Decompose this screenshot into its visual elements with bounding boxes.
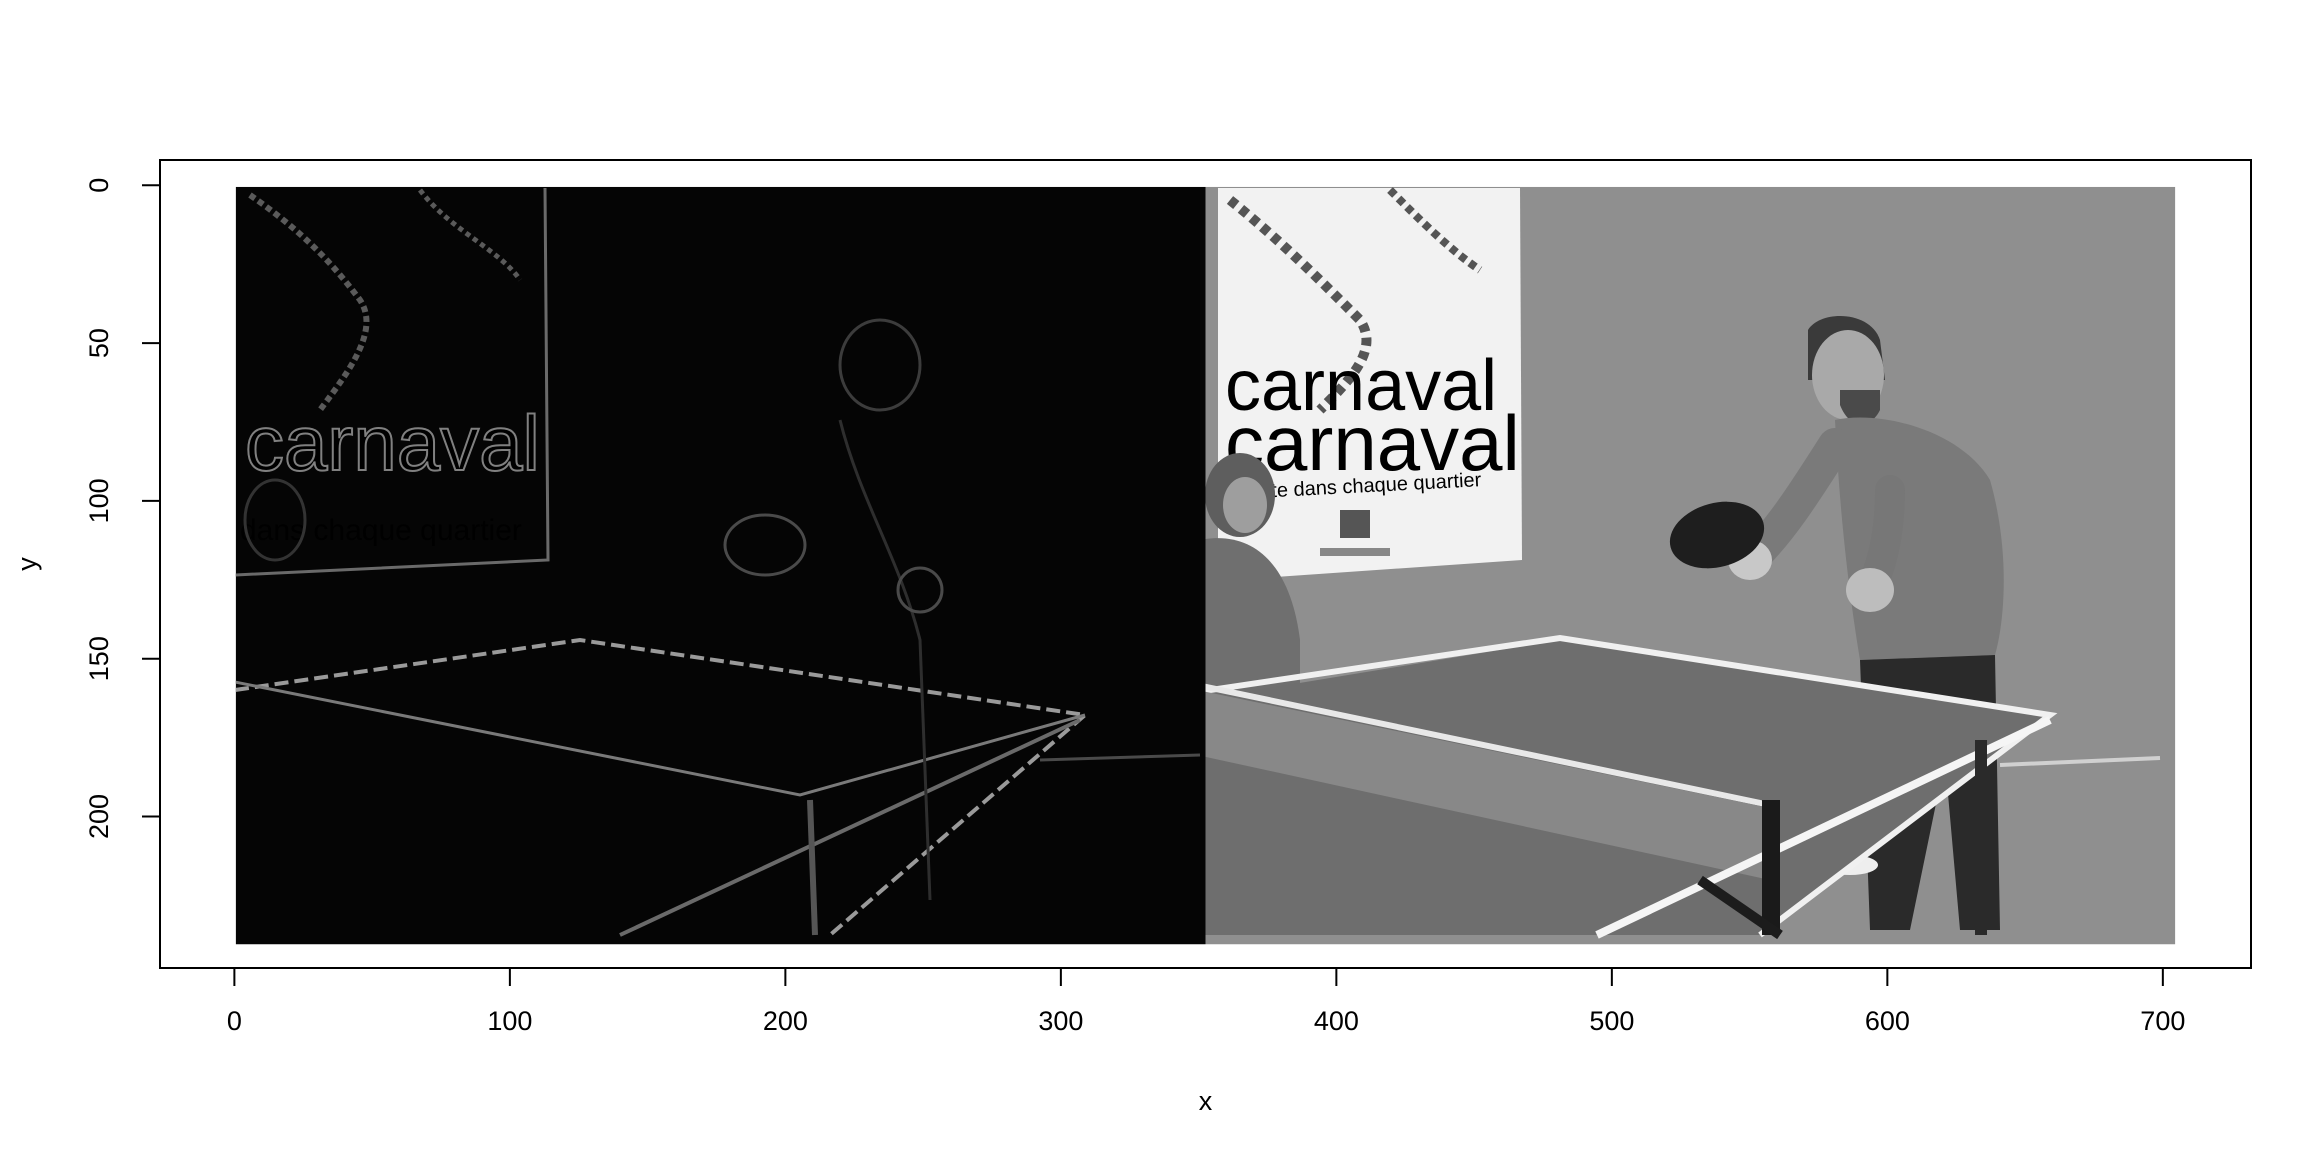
edge-map-panel: carnaval dans chaque quartier	[235, 186, 1206, 945]
y-axis-title: y	[12, 557, 42, 571]
x-tick-label: 100	[487, 1006, 532, 1036]
edge-map-poster: carnaval dans chaque quartier	[235, 187, 550, 577]
grayscale-photo-panel: carnaval carnaval fête dans chaque quart…	[1205, 186, 2176, 945]
svg-text:carnaval: carnaval	[245, 399, 540, 487]
poster-line-2: carnaval	[1225, 399, 1520, 487]
y-tick-label: 50	[84, 328, 114, 358]
x-tick-label: 400	[1314, 1006, 1359, 1036]
poster-line-1: carnaval	[1225, 346, 1497, 426]
x-axis-title: x	[1199, 1086, 1213, 1116]
y-axis: 0 50 100 150 200	[84, 178, 161, 839]
y-tick-label: 200	[84, 794, 114, 839]
x-tick-label: 0	[227, 1006, 242, 1036]
y-tick-label: 150	[84, 636, 114, 681]
y-tick-label: 100	[84, 478, 114, 523]
x-axis: 0 100 200 300 400 500 600 700	[227, 967, 2185, 1036]
edge-map-background	[235, 186, 1206, 945]
photo-spectator	[1205, 453, 1300, 700]
photo-poster: carnaval carnaval fête dans chaque quart…	[1218, 187, 1522, 578]
image-layer: carnaval dans chaque quartier	[235, 186, 2176, 945]
x-tick-label: 700	[2140, 1006, 2185, 1036]
y-tick-label: 0	[84, 178, 114, 193]
edge-map-table	[235, 637, 1201, 937]
edge-map-players	[243, 318, 944, 901]
x-tick-label: 200	[763, 1006, 808, 1036]
x-tick-label: 500	[1589, 1006, 1634, 1036]
photo-table	[1205, 634, 2161, 940]
x-tick-label: 600	[1865, 1006, 1910, 1036]
x-tick-label: 300	[1038, 1006, 1083, 1036]
svg-text:dans chaque quartier: dans chaque quartier	[240, 514, 522, 547]
